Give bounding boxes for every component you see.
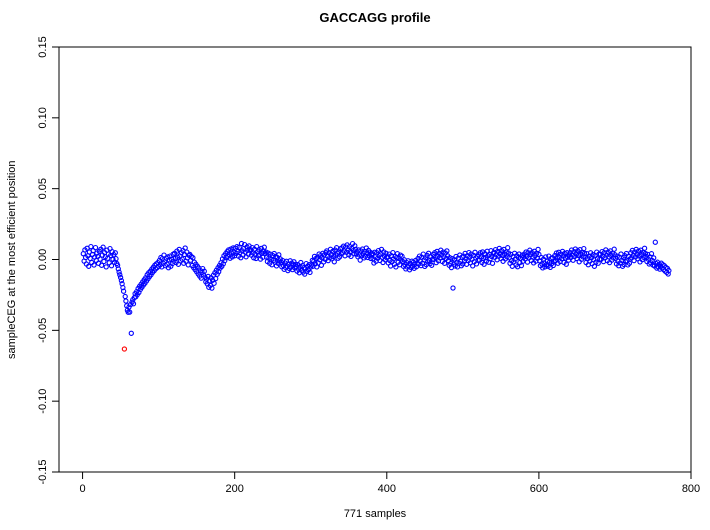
data-point bbox=[444, 248, 450, 254]
data-point bbox=[261, 244, 267, 250]
chart-title: GACCAGG profile bbox=[319, 10, 431, 25]
data-point bbox=[123, 298, 129, 304]
data-point bbox=[489, 260, 496, 266]
data-point bbox=[331, 259, 337, 265]
data-point bbox=[122, 293, 128, 300]
data-point bbox=[116, 269, 122, 275]
y-tick-label: 0.00 bbox=[37, 249, 49, 270]
data-point bbox=[535, 246, 541, 253]
data-point bbox=[399, 253, 405, 259]
data-point bbox=[128, 330, 134, 336]
data-point bbox=[97, 256, 103, 262]
data-point bbox=[245, 251, 252, 257]
data-point bbox=[211, 280, 217, 286]
data-point bbox=[108, 263, 115, 269]
data-point bbox=[307, 269, 313, 276]
data-point bbox=[101, 258, 107, 265]
data-point bbox=[238, 240, 245, 247]
data-point bbox=[118, 277, 125, 284]
x-tick-label: 200 bbox=[226, 483, 244, 495]
data-point bbox=[213, 275, 219, 282]
data-point bbox=[115, 266, 121, 272]
data-point bbox=[117, 272, 123, 278]
data-point bbox=[209, 285, 215, 291]
data-point bbox=[393, 264, 399, 270]
data-point bbox=[92, 244, 99, 251]
data-point bbox=[190, 255, 196, 261]
data-point bbox=[352, 243, 358, 249]
data-point bbox=[348, 253, 354, 260]
data-point bbox=[429, 262, 435, 268]
data-point bbox=[117, 274, 124, 281]
data-point bbox=[516, 251, 522, 257]
data-point bbox=[425, 250, 432, 256]
data-point bbox=[641, 245, 648, 251]
data-point bbox=[130, 301, 137, 307]
data-point bbox=[103, 264, 109, 270]
data-point bbox=[652, 239, 658, 245]
highlighted-data-point bbox=[121, 346, 128, 352]
y-tick-label: 0.15 bbox=[37, 36, 49, 57]
data-point bbox=[505, 245, 511, 251]
data-point bbox=[175, 261, 182, 267]
data-point bbox=[201, 268, 207, 274]
data-point bbox=[518, 262, 525, 269]
x-axis-title: 771 samples bbox=[343, 508, 407, 520]
data-point bbox=[100, 244, 106, 250]
x-tick-label: 400 bbox=[378, 483, 396, 495]
data-point bbox=[543, 254, 549, 260]
data-point bbox=[236, 244, 242, 250]
data-point bbox=[273, 263, 280, 269]
data-point bbox=[86, 263, 92, 269]
y-tick-label: 0.05 bbox=[37, 178, 49, 199]
data-point bbox=[269, 262, 275, 268]
data-point bbox=[357, 257, 363, 263]
data-point bbox=[168, 263, 174, 269]
y-tick-label: -0.15 bbox=[37, 459, 49, 484]
x-tick-label: 600 bbox=[530, 483, 548, 495]
data-point bbox=[113, 256, 119, 262]
data-point bbox=[665, 271, 671, 277]
data-point bbox=[112, 250, 118, 256]
data-point bbox=[651, 255, 657, 261]
data-point bbox=[472, 249, 478, 255]
x-tick-label: 800 bbox=[682, 483, 700, 495]
data-point bbox=[120, 288, 127, 294]
y-tick-label: -0.10 bbox=[37, 389, 49, 414]
data-point bbox=[480, 255, 487, 261]
data-point bbox=[611, 246, 617, 252]
data-point bbox=[581, 245, 587, 252]
y-tick-label: 0.10 bbox=[37, 107, 49, 128]
data-point bbox=[98, 262, 105, 268]
data-point bbox=[666, 267, 672, 274]
data-point bbox=[450, 285, 456, 291]
data-point bbox=[303, 260, 309, 267]
y-tick-label: -0.05 bbox=[37, 318, 49, 343]
x-tick-label: 0 bbox=[80, 483, 86, 495]
data-point bbox=[88, 243, 94, 250]
data-point bbox=[127, 309, 133, 315]
data-point bbox=[441, 260, 448, 266]
data-point bbox=[554, 255, 560, 261]
data-point bbox=[563, 261, 569, 267]
data-point bbox=[91, 262, 97, 268]
data-point bbox=[648, 251, 655, 257]
